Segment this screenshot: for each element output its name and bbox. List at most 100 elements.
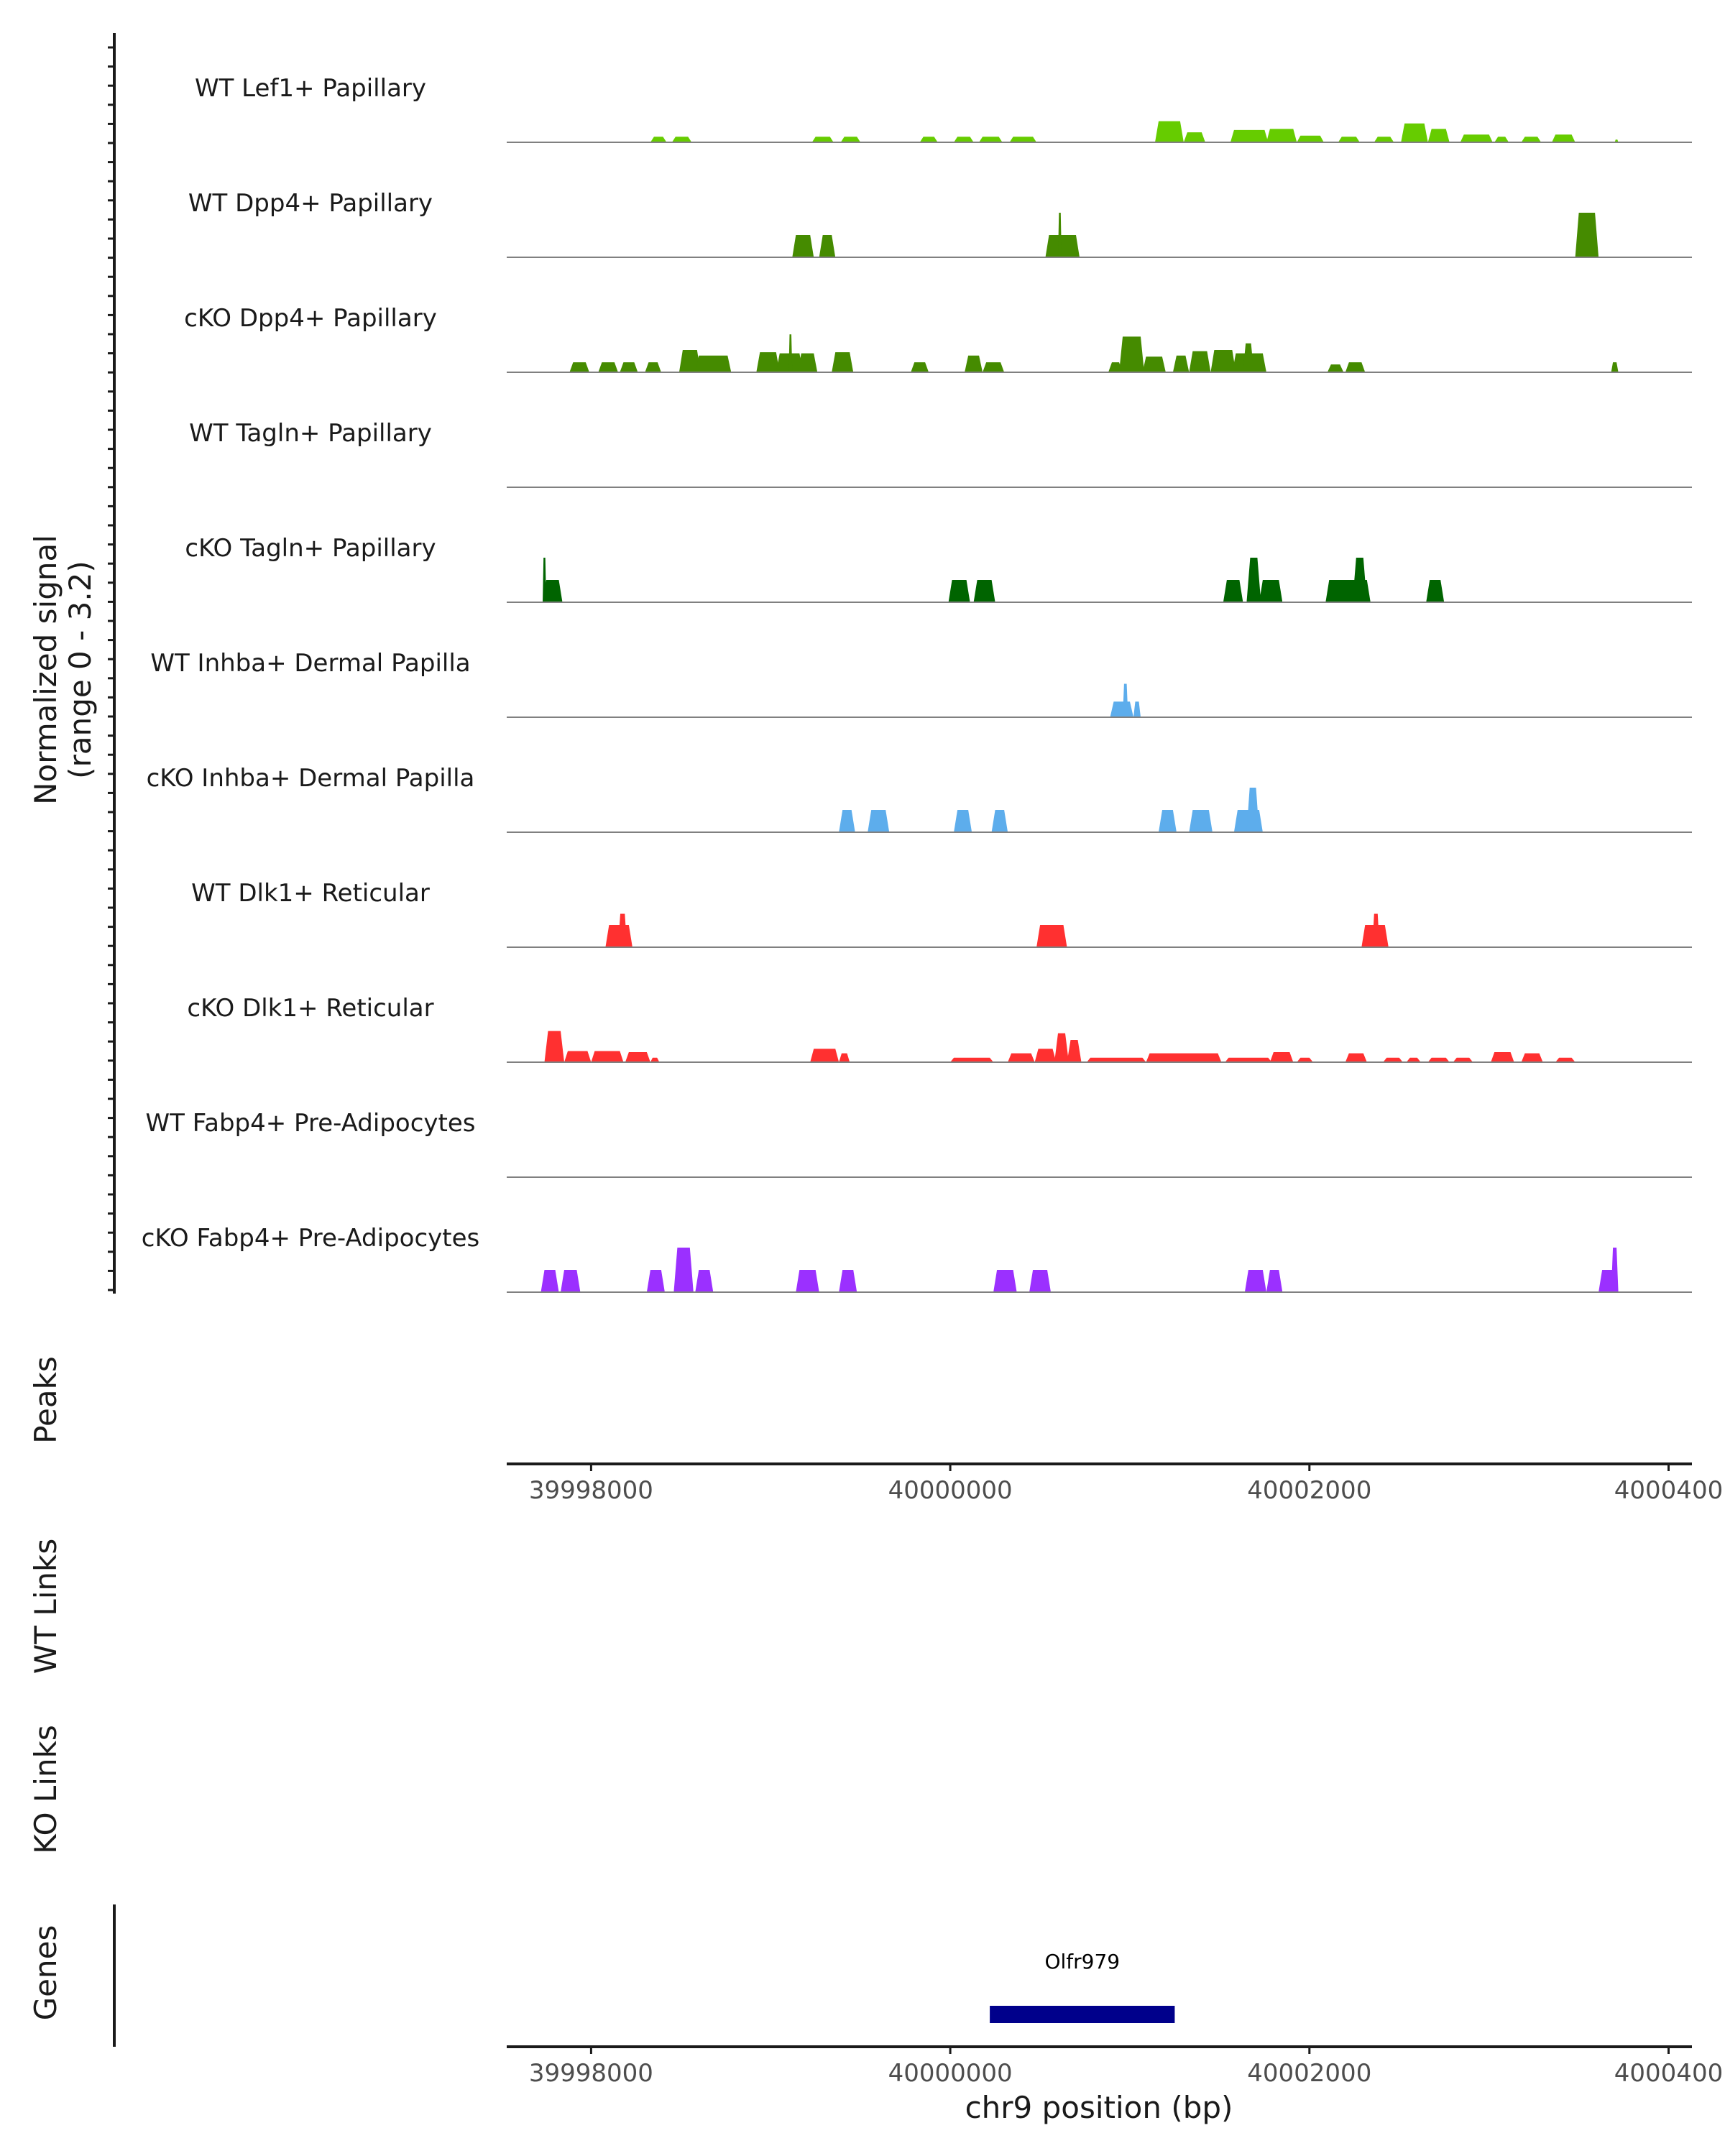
signal-peak <box>1189 810 1213 832</box>
signal-peak <box>1246 558 1261 602</box>
signal-peak <box>1225 1057 1272 1062</box>
coverage-tracks: WT Lef1+ Papillary WT Dpp4+ Papillary cKO … <box>142 74 1692 1293</box>
signal-peak <box>650 137 667 142</box>
genes-track: Olfr979 <box>990 1950 1175 2023</box>
signal-peak <box>1327 364 1344 372</box>
signal-peak <box>646 1270 665 1292</box>
signal-peak <box>569 362 589 372</box>
signal-peak <box>620 362 638 372</box>
signal-peak <box>788 334 793 372</box>
signal-peak <box>839 1053 850 1062</box>
signal-peak <box>1345 1053 1367 1062</box>
signal-peak <box>1427 1057 1450 1062</box>
genes-x-ticks: 39998000 40000000 40002000 4000400 <box>529 2047 1723 2088</box>
track-5: WT Inhba+ Dermal Papilla <box>150 649 1692 718</box>
signal-peak <box>991 810 1008 832</box>
signal-peak <box>1269 1052 1294 1062</box>
signal-peak <box>832 352 854 372</box>
signal-peak <box>561 1270 581 1292</box>
signal-peak <box>1297 135 1324 142</box>
signal-peak <box>1611 1248 1619 1292</box>
x-tick-label: 39998000 <box>529 2059 653 2088</box>
signal-peak <box>678 350 701 372</box>
signal-peak <box>1210 350 1236 372</box>
signal-peak <box>543 558 546 602</box>
signal-peak <box>1008 1053 1035 1062</box>
signal-peak <box>1159 810 1177 832</box>
track-4: cKO Tagln+ Papillary <box>185 534 1692 603</box>
signal-peak <box>1266 1270 1283 1292</box>
signal-peak <box>1401 123 1428 142</box>
signal-peak <box>695 355 732 372</box>
signal-peak <box>810 1049 840 1062</box>
signal-peak <box>1244 1270 1266 1292</box>
track-8: cKO Dlk1+ Reticular <box>187 994 1692 1063</box>
signal-peak <box>1087 1057 1146 1062</box>
signal-peak <box>1223 580 1243 602</box>
signal-peak <box>965 355 983 372</box>
x-tick-label: 40000000 <box>888 1476 1013 1505</box>
signal-peak <box>756 352 780 372</box>
signal-peak <box>1352 558 1367 602</box>
signal-peak <box>983 362 1005 372</box>
track-9: WT Fabp4+ Pre-Adipocytes <box>146 1109 1692 1178</box>
signal-peak <box>1155 121 1184 142</box>
signal-peak <box>1067 1040 1082 1062</box>
track-label: WT Lef1+ Papillary <box>195 74 426 103</box>
signal-peak <box>1034 1049 1057 1062</box>
signal-peak <box>1123 683 1128 717</box>
signal-peak <box>1494 137 1509 142</box>
signal-peak <box>564 1051 592 1062</box>
peaks-panel-label: Peaks <box>28 1356 63 1444</box>
signal-peak <box>1110 701 1133 717</box>
signal-peak <box>1036 925 1067 947</box>
signal-peak <box>840 137 861 142</box>
signal-peak <box>1172 355 1190 372</box>
signal-peak <box>948 580 970 602</box>
track-label: cKO Dpp4+ Papillary <box>184 304 437 333</box>
signal-peak <box>591 1051 624 1062</box>
signal-peak <box>1383 1057 1403 1062</box>
peaks-x-ticks: 39998000 40000000 40002000 4000400 <box>529 1464 1723 1505</box>
track-10: cKO Fabp4+ Pre-Adipocytes <box>142 1224 1692 1293</box>
x-tick-label: 4000400 <box>1614 1476 1723 1505</box>
signal-peak <box>792 235 814 257</box>
x-axis-title: chr9 position (bp) <box>965 2090 1233 2125</box>
track-label: WT Dlk1+ Reticular <box>191 879 430 908</box>
track-label: cKO Fabp4+ Pre-Adipocytes <box>142 1224 480 1253</box>
signal-peak <box>1243 343 1254 372</box>
track-label: WT Tagln+ Papillary <box>189 419 432 448</box>
signal-peak <box>1338 137 1360 142</box>
signal-peak <box>1453 1057 1473 1062</box>
signal-peak <box>1552 134 1576 142</box>
signal-peak <box>1374 137 1394 142</box>
signal-peak <box>1009 137 1037 142</box>
signal-peak <box>1555 1057 1576 1062</box>
genes-panel-label: Genes <box>28 1925 63 2021</box>
signal-peak <box>1054 1033 1069 1062</box>
signal-peak <box>839 1270 857 1292</box>
gene-label: Olfr979 <box>1044 1950 1120 1973</box>
track-label: WT Fabp4+ Pre-Adipocytes <box>146 1109 476 1138</box>
signal-peak <box>1133 701 1141 717</box>
signal-peak <box>1372 913 1380 947</box>
signal-peak <box>1521 1053 1543 1062</box>
signal-peak <box>1029 1270 1051 1292</box>
signal-peak <box>1521 137 1542 142</box>
track-label: WT Inhba+ Dermal Papilla <box>150 649 470 678</box>
signal-peak <box>544 1031 564 1062</box>
gene-body <box>990 2006 1175 2023</box>
signal-peak <box>1108 362 1123 372</box>
signal-peak <box>1297 1057 1313 1062</box>
signal-peak <box>1460 134 1493 142</box>
signal-peak <box>1142 356 1166 372</box>
signal-peak <box>1058 213 1062 257</box>
signal-peak <box>797 353 818 372</box>
signal-peak <box>811 137 834 142</box>
signal-peak <box>1575 213 1599 257</box>
signal-peak <box>650 1057 660 1062</box>
signal-peak <box>1183 132 1205 142</box>
signal-peak <box>796 1270 819 1292</box>
x-tick-label: 40000000 <box>888 2059 1013 2088</box>
